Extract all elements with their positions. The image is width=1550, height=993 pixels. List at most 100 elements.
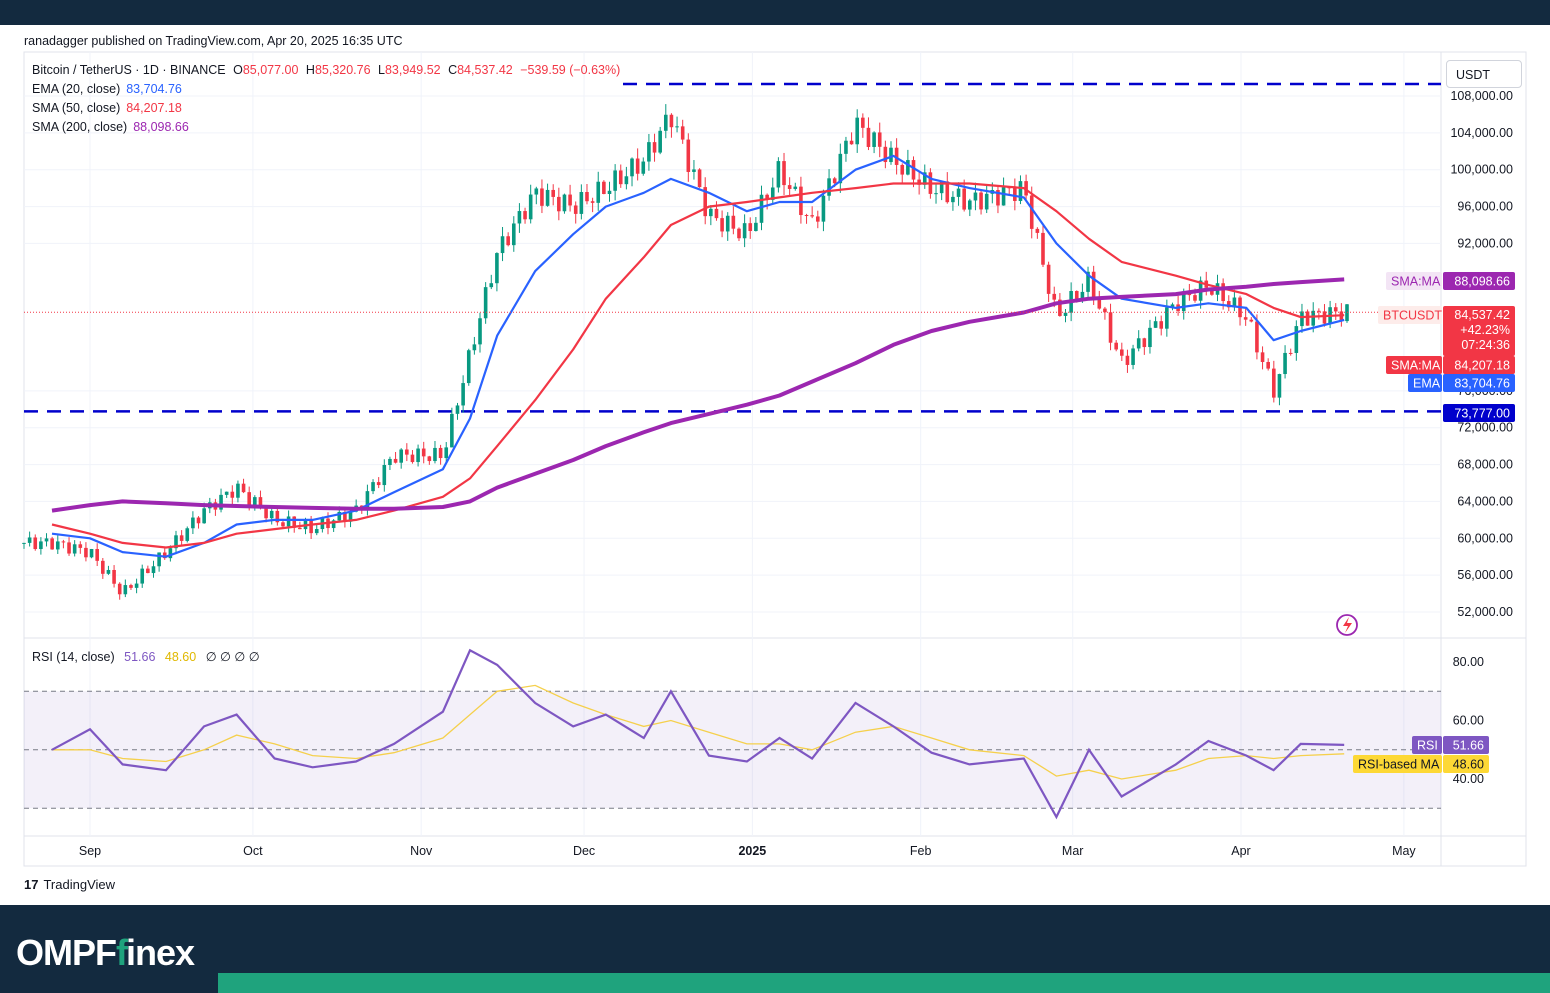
last-price-value-label: 84,537.42+42.23%07:24:36 — [1443, 306, 1515, 356]
rsi-ma-value-label: 48.60 — [1443, 755, 1489, 773]
candle-body — [433, 447, 437, 462]
candle-body — [1086, 271, 1090, 292]
candle-body — [945, 181, 950, 203]
candle-body — [607, 190, 612, 194]
candle-body — [669, 114, 674, 128]
candle-body — [877, 132, 882, 147]
candle-body — [281, 522, 285, 527]
ohlc-high: H85,320.76 — [305, 63, 371, 77]
candle-body — [258, 497, 263, 509]
candle-body — [67, 542, 71, 554]
candle-body — [911, 160, 916, 180]
sma200-value-label: 88,098.66 — [1443, 272, 1515, 290]
candle-body — [906, 160, 910, 175]
candle-body — [1317, 310, 1321, 312]
candle-body — [602, 181, 606, 194]
candle-body — [1305, 311, 1310, 326]
candle-body — [511, 223, 516, 246]
candle-body — [866, 127, 871, 147]
candle-body — [742, 223, 747, 239]
candle-body — [264, 508, 268, 519]
candle-body — [551, 189, 555, 197]
candle-body — [962, 188, 966, 210]
candle-body — [731, 215, 736, 229]
indicator-sma50[interactable]: SMA (50, close) 84,207.18 — [32, 101, 182, 115]
candle-body — [1131, 348, 1135, 365]
candle-body — [979, 192, 983, 210]
candle-body — [590, 201, 595, 203]
candle-body — [1283, 352, 1287, 375]
candle-body — [725, 215, 730, 232]
rsi-value-label: 51.66 — [1443, 736, 1489, 754]
candle-body — [450, 413, 454, 448]
price-tick-label: 64,000.00 — [1457, 494, 1513, 508]
candle-body — [714, 208, 719, 219]
indicator-ema20[interactable]: EMA (20, close) 83,704.76 — [32, 82, 182, 96]
symbol-title: Bitcoin / TetherUS · 1D · BINANCE — [32, 63, 226, 77]
candle-body — [804, 215, 809, 217]
candle-body — [517, 211, 522, 224]
svg-text:83,704.76: 83,704.76 — [1454, 377, 1510, 391]
candle-body — [557, 196, 561, 212]
candle-body — [410, 454, 415, 463]
candle-body — [1159, 321, 1164, 329]
candle-body — [101, 560, 105, 574]
rsi-legend[interactable]: RSI (14, close) 51.66 48.60 ∅ ∅ ∅ ∅ — [32, 650, 260, 664]
svg-text:RSI: RSI — [1417, 739, 1438, 753]
candle-body — [883, 146, 888, 163]
candle-body — [1013, 187, 1017, 201]
candle-body — [1024, 181, 1028, 196]
candle-body — [146, 568, 150, 574]
rsi-tag: RSI — [1412, 736, 1442, 754]
candle-body — [1260, 352, 1265, 362]
candle-body — [996, 190, 1000, 206]
last-price-tag: BTCUSDT — [1378, 306, 1442, 324]
candle-body — [534, 188, 539, 195]
rsi-lines — [51, 648, 1345, 820]
candle-body — [1322, 311, 1327, 324]
price-tick-label: 72,000.00 — [1457, 421, 1513, 435]
candle-body — [421, 448, 426, 457]
footer-accent-bar — [218, 973, 1550, 993]
chart-border — [23, 51, 1527, 867]
lightning-icon[interactable] — [1336, 614, 1358, 636]
candle-body — [461, 383, 465, 406]
candle-body — [337, 511, 342, 521]
candle-body — [157, 552, 161, 567]
candle-body — [196, 517, 201, 524]
candle-body — [630, 158, 634, 177]
candle-body — [343, 511, 347, 522]
level-lines — [24, 82, 1441, 413]
time-tick-label: Sep — [79, 844, 101, 858]
price-tick-label: 60,000.00 — [1457, 531, 1513, 545]
candle-body — [236, 483, 240, 498]
symbol-legend[interactable]: Bitcoin / TetherUS · 1D · BINANCE O85,07… — [32, 63, 620, 77]
candle-body — [956, 188, 961, 197]
candle-body — [286, 516, 291, 527]
indicator-sma200[interactable]: SMA (200, close) 88,098.66 — [32, 120, 189, 134]
candle-body — [376, 482, 381, 486]
price-tick-label: 104,000.00 — [1450, 126, 1513, 140]
candle-body — [984, 193, 989, 210]
currency-selector[interactable]: USDT — [1446, 60, 1522, 88]
candle-body — [1266, 361, 1270, 369]
candle-body — [55, 541, 60, 550]
candle-body — [1103, 308, 1107, 313]
svg-text:EMA: EMA — [1413, 377, 1441, 391]
candle-body — [191, 517, 195, 529]
candle-body — [1029, 195, 1034, 229]
candle-body — [1165, 307, 1169, 329]
candle-body — [230, 491, 235, 498]
candle-body — [973, 192, 978, 201]
candle-body — [399, 449, 403, 463]
candle-body — [810, 215, 814, 217]
candle-body — [1142, 338, 1147, 348]
candle-body — [140, 568, 145, 584]
candle-body — [1108, 312, 1113, 343]
candle-body — [112, 569, 116, 584]
candle-body — [922, 172, 927, 185]
candle-body — [770, 187, 775, 200]
candle-body — [1226, 301, 1231, 308]
